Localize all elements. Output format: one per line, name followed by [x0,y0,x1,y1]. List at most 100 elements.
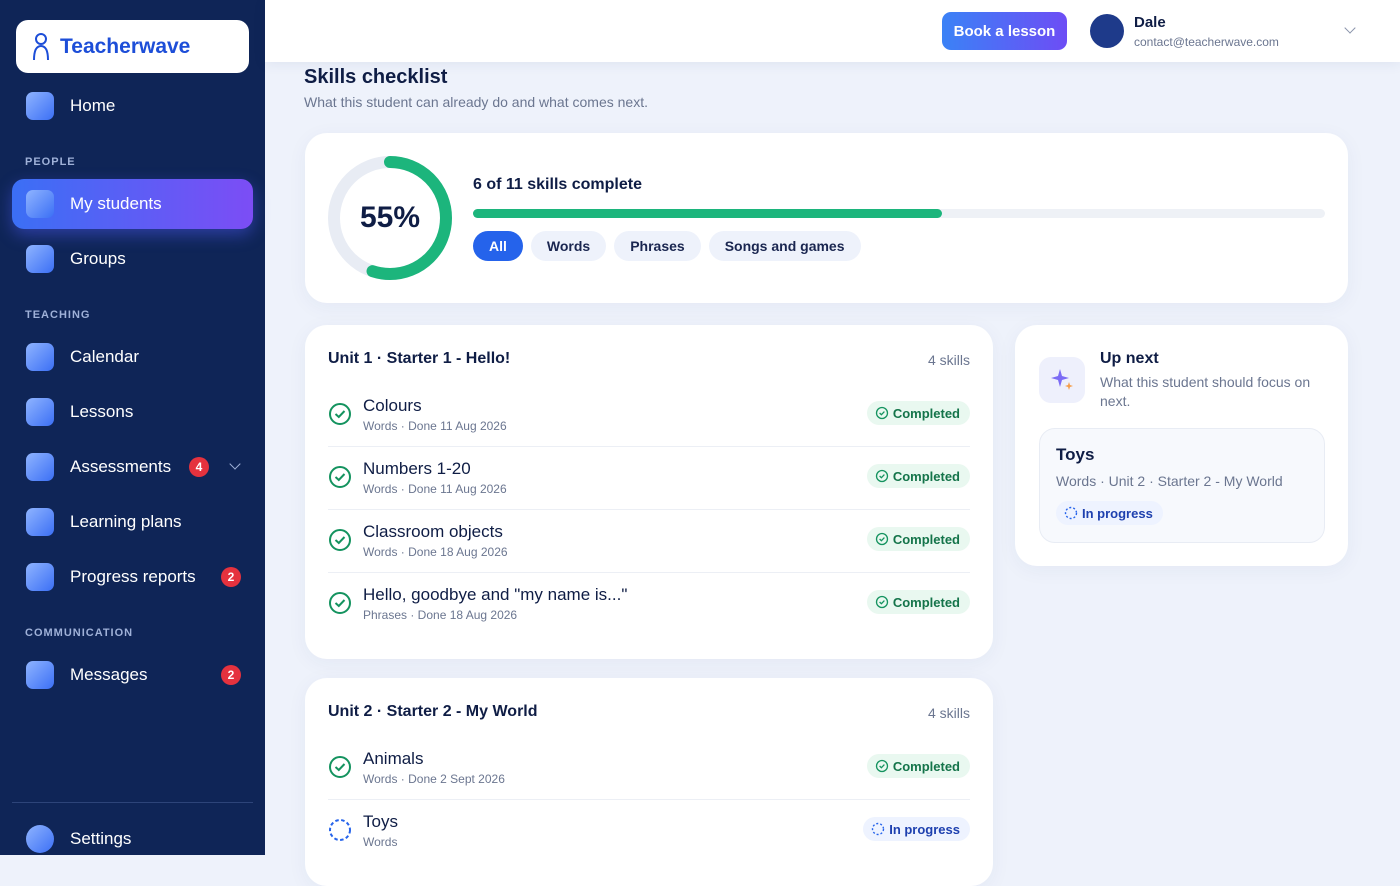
nav-label: My students [70,194,162,213]
nav-item[interactable]: Assessments 4 [12,442,253,492]
nav-item[interactable]: Home [12,81,253,131]
status-badge: Completed [866,401,970,425]
status-circle [875,469,888,483]
filters: All Words Phrases Songs and games [473,231,861,261]
status-text: In progress [1082,505,1153,521]
ring-arc [328,156,452,280]
filter-pill[interactable]: Phrases [614,231,701,261]
skill-name: Colours [363,396,422,415]
status-check [878,764,885,769]
nav-label: Assessments [70,457,172,476]
skill-status-icon [329,403,351,425]
unit-card: Unit 1 · Starter 1 - Hello! 4 skills Colou… [305,325,993,659]
skill-row[interactable]: Numbers 1-20 Words · Done 11 Aug 2026 Comp… [328,447,970,510]
avatar[interactable] [1090,14,1124,48]
skill-meta: Words [363,835,398,849]
up-next-title: Up next [1100,350,1159,367]
status-circle [872,822,885,836]
nav-icon [26,92,54,120]
unit-title: Unit 1 · Starter 1 - Hello! [328,350,511,367]
nav-chevron[interactable] [229,458,241,470]
unit-count: 4 skills [927,352,970,368]
skill-meta: Words · Done 18 Aug 2026 [363,545,508,559]
filter-pill[interactable]: All [473,231,523,261]
brand-name: Teacherwave [60,34,191,58]
top-bar: Book a lesson Dale contact@teacherwave.c… [265,0,1400,62]
status-icon [875,532,888,546]
nav-item[interactable]: Learning plans [12,497,253,547]
nav-label: Messages [70,665,148,684]
nav-icon [26,453,54,481]
skill-name: Animals [363,749,424,768]
nav-item[interactable]: Progress reports 2 [12,552,253,602]
sparkle [1051,369,1073,390]
status-circle [875,759,888,773]
up-next-subtitle: What this student should focus on next. [1100,374,1311,409]
nav-icon [26,825,54,853]
sidebar: Teacherwave Home PEOPLE My students Groups T… [0,0,265,855]
check-circle [329,529,351,551]
skill-name: Numbers 1-20 [363,459,471,478]
brand[interactable]: Teacherwave [16,20,249,73]
nav-item[interactable]: Lessons [12,387,253,437]
pending-circle [329,819,351,841]
status-icon [875,469,888,483]
skill-name: Hello, goodbye and "my name is..." [363,585,628,604]
status-badge: Completed [866,590,970,614]
status-text: In progress [889,821,960,837]
nav-section-title: COMMUNICATION [25,627,134,639]
progress-percent: 55% [359,201,421,234]
nav-badge: 4 [189,457,209,477]
user-menu-chevron[interactable] [1344,22,1356,34]
filter-pill[interactable]: Songs and games [708,231,861,261]
skill-row[interactable]: Classroom objects Words · Done 18 Aug 202… [328,510,970,573]
brand-icon [33,32,49,60]
filter-pill[interactable]: Words [530,231,607,261]
status-check [878,600,885,605]
progress-ring [328,156,452,280]
nav-item[interactable]: Calendar [12,332,253,382]
status-badge: Completed [866,464,970,488]
skill-row[interactable]: Animals Words · Done 2 Sept 2026 Completed [328,737,970,800]
status-icon [875,595,888,609]
check-circle [329,466,351,488]
skill-meta: Words · Done 2 Sept 2026 [363,772,505,786]
status-text: Completed [892,594,960,610]
check-circle [329,403,351,425]
nav-item[interactable]: Groups [12,234,253,284]
skill-row[interactable]: Hello, goodbye and "my name is..." Phrase… [328,573,970,636]
nav-icon [26,398,54,426]
skill-row[interactable]: Toys Words In progress [328,800,970,863]
status-check [878,474,885,479]
nav-badge: 2 [221,665,241,685]
status-icon [1064,506,1078,520]
skill-row[interactable]: Colours Words · Done 11 Aug 2026 Completed [328,384,970,447]
status-check [878,537,885,542]
unit-count: 4 skills [927,705,970,721]
book-button[interactable]: Book a lesson [942,12,1067,50]
summary-card: 55% 6 of 11 skills complete All Words Phra… [305,133,1348,303]
nav-item[interactable]: My students [12,179,253,229]
nav-section-title: PEOPLE [25,156,76,168]
check [334,599,346,608]
skill-status-icon [329,529,351,551]
check [334,536,346,545]
skill-name: Toys [1056,445,1095,464]
nav-item[interactable]: Settings [12,814,253,864]
status-text: Completed [892,468,960,484]
nav-item[interactable]: Messages 2 [12,650,253,700]
nav-label: Progress reports [70,567,196,586]
progress-track [473,209,1325,218]
skill-status-icon [329,756,351,778]
status-icon [872,822,885,836]
nav-icon [26,245,54,273]
status-circle [875,406,888,420]
user-name: Dale [1134,14,1166,31]
nav-label: Lessons [70,402,134,421]
page-title: Skills checklist [304,66,448,88]
unit-title: Unit 2 · Starter 2 - My World [328,703,538,720]
up-next-skill[interactable]: Toys Words · Unit 2 · Starter 2 - My Wor… [1039,428,1325,543]
nav-label: Groups [70,249,126,268]
check [334,763,346,772]
page-subtitle: What this student can already do and wha… [304,94,648,110]
